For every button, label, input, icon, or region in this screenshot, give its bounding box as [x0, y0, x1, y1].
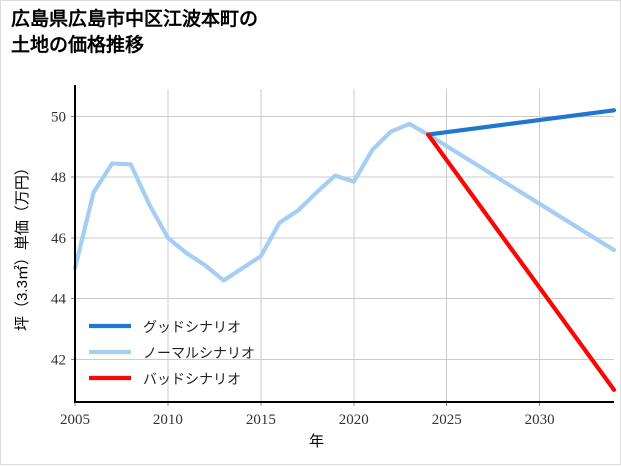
x-tick-label: 2020 — [339, 412, 369, 428]
x-axis-title: 年 — [309, 433, 324, 450]
series-line-bad — [426, 132, 617, 392]
legend-label-0: グッドシナリオ — [143, 319, 241, 335]
series-line-normal — [72, 121, 617, 283]
y-axis-title: 坪（3.3㎡）単価（万円） — [14, 160, 31, 331]
y-tick-label: 46 — [51, 231, 67, 247]
x-tick-label: 2025 — [432, 412, 462, 428]
x-tick-label: 2015 — [246, 412, 276, 428]
x-tick-label: 2005 — [60, 412, 90, 428]
y-tick-label: 44 — [51, 292, 67, 308]
x-tick-label: 2010 — [153, 412, 183, 428]
page-title: 広島県広島市中区江波本町の 土地の価格推移 — [11, 9, 259, 56]
axis-spines — [73, 85, 614, 404]
y-tick-label: 50 — [51, 109, 66, 125]
gridlines — [74, 89, 614, 402]
axis-titles: 年 坪（3.3㎡）単価（万円） — [14, 160, 324, 450]
series-lines — [72, 108, 617, 392]
y-tick-label: 42 — [51, 352, 66, 368]
y-tick-label: 48 — [51, 170, 66, 186]
y-tick-labels: 42 44 46 48 50 — [51, 109, 67, 368]
legend-label-1: ノーマルシナリオ — [143, 345, 255, 361]
x-tick-labels: 2005 2010 2015 2020 2025 2030 — [60, 412, 555, 428]
series-line-good — [426, 108, 617, 137]
x-tick-label: 2030 — [525, 412, 555, 428]
legend-label-2: バッドシナリオ — [143, 371, 241, 387]
